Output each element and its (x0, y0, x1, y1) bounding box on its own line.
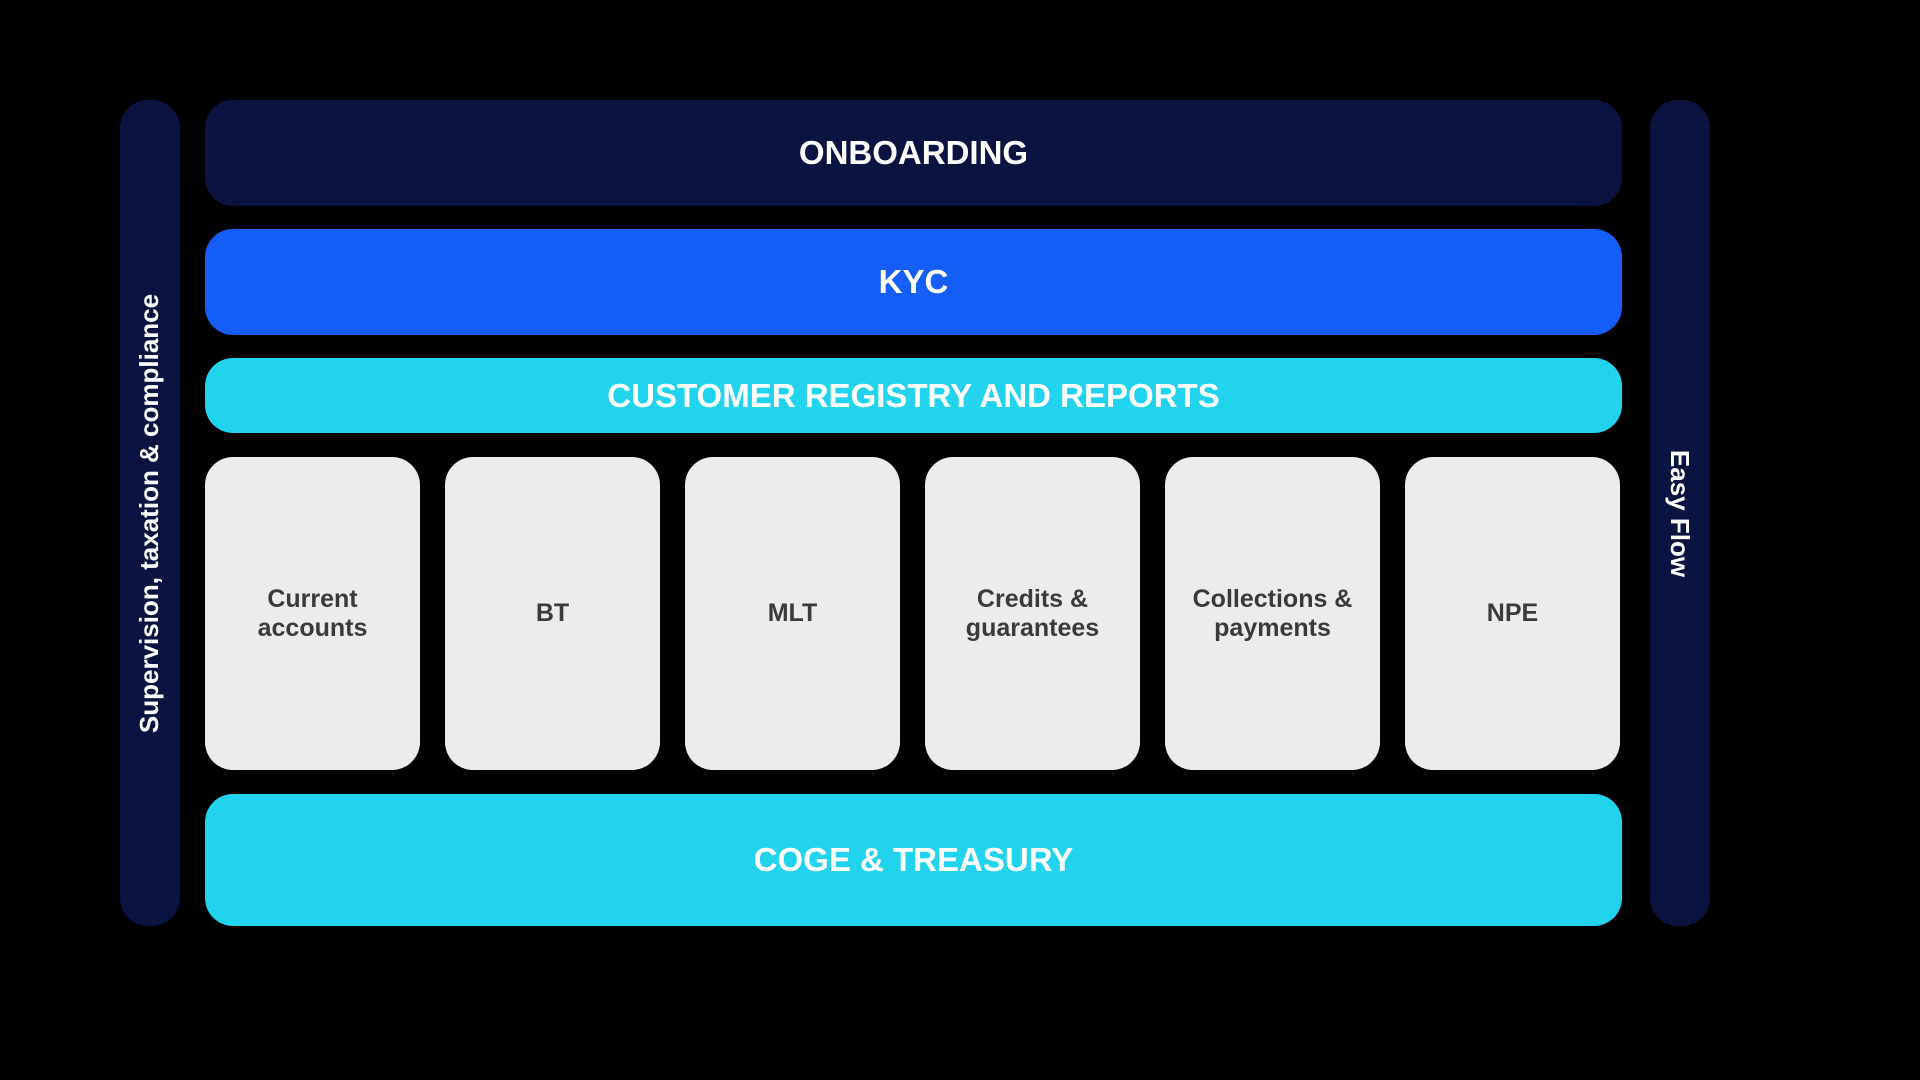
card-collections-payments: Collections & payments (1165, 457, 1380, 770)
band-coge-treasury: COGE & TREASURY (205, 794, 1622, 926)
card-mlt: MLT (685, 457, 900, 770)
pillar-supervision: Supervision, taxation & compliance (120, 100, 180, 926)
pillar-easy-flow: Easy Flow (1650, 100, 1710, 926)
band-customer-registry-label: CUSTOMER REGISTRY AND REPORTS (607, 377, 1219, 415)
cards-row: Current accounts BT MLT Credits & guarantee… (205, 457, 1622, 770)
card-current-accounts-label: Current accounts (217, 585, 408, 643)
card-credits-guarantees-label: Credits & guarantees (937, 585, 1128, 643)
pillar-easy-flow-label: Easy Flow (1665, 449, 1696, 576)
card-current-accounts: Current accounts (205, 457, 420, 770)
card-collections-payments-label: Collections & payments (1177, 585, 1368, 643)
band-onboarding-label: ONBOARDING (799, 134, 1028, 172)
band-onboarding: ONBOARDING (205, 100, 1622, 206)
band-coge-treasury-label: COGE & TREASURY (754, 841, 1074, 879)
band-customer-registry: CUSTOMER REGISTRY AND REPORTS (205, 358, 1622, 433)
card-mlt-label: MLT (768, 599, 818, 628)
card-bt-label: BT (536, 599, 569, 628)
pillar-supervision-label: Supervision, taxation & compliance (135, 293, 166, 732)
card-npe-label: NPE (1487, 599, 1538, 628)
card-credits-guarantees: Credits & guarantees (925, 457, 1140, 770)
card-bt: BT (445, 457, 660, 770)
diagram-canvas: Supervision, taxation & compliance Easy … (0, 0, 1920, 1080)
band-kyc-label: KYC (879, 263, 949, 301)
card-npe: NPE (1405, 457, 1620, 770)
band-kyc: KYC (205, 229, 1622, 335)
